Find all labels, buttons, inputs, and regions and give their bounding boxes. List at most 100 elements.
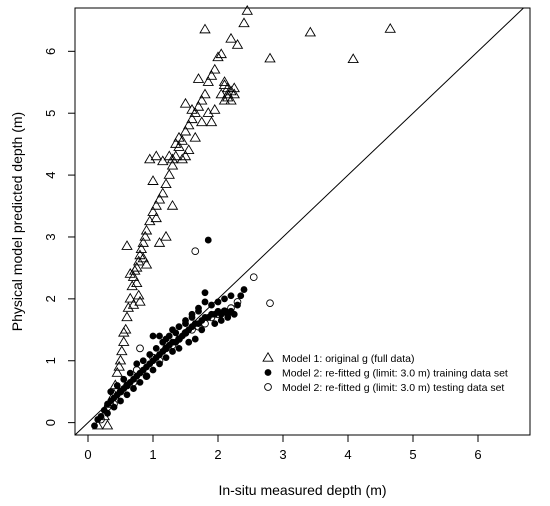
model2-testing-point xyxy=(116,387,125,396)
legend-marker xyxy=(264,369,272,376)
model2-training-point xyxy=(130,385,137,392)
model1-point xyxy=(241,5,253,15)
model2-testing-point xyxy=(132,366,141,374)
model1-point xyxy=(209,104,221,114)
model2-testing-point xyxy=(201,319,209,328)
model1-point xyxy=(212,51,224,62)
model2-training-point xyxy=(136,378,144,386)
model1-point xyxy=(189,131,201,142)
model2-testing-point xyxy=(194,322,203,331)
model2-testing-point xyxy=(129,378,138,387)
model2-testing-point xyxy=(97,415,105,424)
model1-point xyxy=(173,131,185,142)
model1-point xyxy=(150,199,162,210)
model1-point xyxy=(179,97,192,108)
model1-point xyxy=(173,141,185,151)
y-tick-label: 4 xyxy=(43,171,58,178)
model1-point xyxy=(147,175,159,185)
model1-point xyxy=(183,119,195,130)
model1-point xyxy=(384,22,396,33)
model1-point xyxy=(192,100,205,111)
x-tick-label: 2 xyxy=(214,447,221,462)
model1-point xyxy=(153,193,166,204)
model1-point xyxy=(131,277,143,288)
model2-testing-point xyxy=(110,400,118,408)
legend: Model 1: original g (full data) Model 2: … xyxy=(262,351,508,394)
model1-point xyxy=(118,326,130,337)
x-axis: 0 1 2 3 4 5 6 xyxy=(84,435,482,462)
model2-training-point xyxy=(139,357,147,365)
model2-training-point xyxy=(211,320,219,328)
model2-training-point xyxy=(201,298,209,306)
model1-point xyxy=(179,125,192,136)
x-tick-label: 6 xyxy=(474,447,481,462)
model1-point xyxy=(304,26,317,37)
model2-training-point xyxy=(169,348,176,355)
legend-label: Model 1: original g (full data) xyxy=(282,353,415,365)
model2-training-point xyxy=(126,369,134,377)
model2-training-point xyxy=(156,332,163,340)
model2-training-point xyxy=(224,314,232,321)
model2-testing-point xyxy=(249,273,258,282)
model1-point xyxy=(126,280,138,291)
model1-point xyxy=(160,178,172,189)
model1-point xyxy=(192,73,205,83)
model1-point xyxy=(222,82,234,93)
model1-point xyxy=(127,271,140,281)
model2-testing-point xyxy=(149,353,157,362)
model2-training-point xyxy=(162,354,170,362)
model2-training-point xyxy=(175,344,183,352)
model2-testing-point xyxy=(181,329,190,337)
model2-training-point xyxy=(123,391,131,399)
model2-testing-point xyxy=(155,356,164,365)
model1-point xyxy=(218,79,231,90)
y-tick-label: 3 xyxy=(43,233,58,240)
model1-point xyxy=(218,76,231,86)
model2-testing-point xyxy=(168,341,177,350)
model2-testing-point xyxy=(191,247,200,256)
model2-testing-point xyxy=(214,310,222,319)
model1-point xyxy=(170,138,182,148)
model2-training-point xyxy=(191,335,199,343)
model1-point xyxy=(157,187,169,198)
model1-point xyxy=(196,94,208,105)
model1-point xyxy=(121,240,133,250)
legend-marker xyxy=(264,383,272,391)
model1-point xyxy=(139,230,151,241)
model1-point xyxy=(347,53,359,64)
x-tick-label: 3 xyxy=(279,447,286,462)
model1-point xyxy=(137,252,149,263)
model1-point xyxy=(150,212,162,223)
model2-training-point xyxy=(104,409,111,417)
x-tick-label: 5 xyxy=(409,447,416,462)
model2-testing-point xyxy=(123,381,131,390)
model1-point xyxy=(264,52,276,63)
model1-point xyxy=(140,258,153,269)
model1-point xyxy=(228,88,240,99)
model1-point xyxy=(124,292,136,303)
model1-point xyxy=(157,155,169,166)
model1-point xyxy=(124,268,136,278)
model2-testing-point xyxy=(188,325,196,334)
model1-point xyxy=(225,32,237,43)
model2-training-point xyxy=(185,338,193,346)
model1-point xyxy=(166,199,179,210)
model1-point xyxy=(199,88,211,99)
model2-testing-point xyxy=(175,335,183,343)
model2-training-point xyxy=(91,422,98,430)
points-layer xyxy=(91,5,396,430)
model1-point xyxy=(166,153,179,164)
y-tick-label: 0 xyxy=(43,419,58,426)
model2-training-point xyxy=(230,310,238,318)
model1-point xyxy=(238,17,250,28)
model1-point xyxy=(189,107,201,117)
model1-point xyxy=(132,289,145,300)
model2-testing-point xyxy=(136,344,144,353)
model1-point xyxy=(205,116,218,127)
model2-training-point xyxy=(201,289,209,297)
model2-training-point xyxy=(182,320,189,328)
model1-point xyxy=(176,153,188,164)
model1-point xyxy=(101,419,114,430)
model1-point xyxy=(183,144,195,155)
model1-point xyxy=(137,237,149,247)
